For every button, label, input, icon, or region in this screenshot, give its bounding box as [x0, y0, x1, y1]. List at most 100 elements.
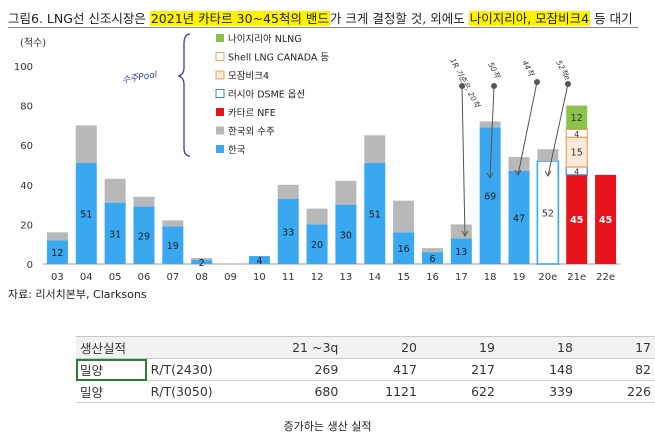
title-prefix: 그림6. LNG선 신조시장은 — [8, 11, 150, 26]
bar-segment — [104, 202, 126, 264]
bar-segment — [508, 170, 530, 264]
title-divider — [8, 27, 638, 28]
bar-data-label: 45 — [570, 215, 583, 226]
bar-segment — [421, 248, 443, 253]
x-tick-label: 13 — [340, 272, 353, 283]
table-cell: 82 — [576, 358, 655, 381]
bar-segment — [537, 149, 559, 162]
x-tick-label: 21e — [567, 272, 586, 283]
x-tick-label: 17 — [455, 272, 468, 283]
chart-bars — [46, 105, 617, 265]
annotation-note: 52척e — [554, 59, 572, 82]
bar-data-label: 4 — [256, 256, 262, 267]
legend-label: 한국외 수주 — [228, 126, 275, 138]
annotation-note: 1R 기준은, 20척 — [448, 57, 482, 110]
table-header-blank — [146, 336, 239, 359]
bar-segment — [75, 163, 97, 264]
table-cell: 339 — [498, 380, 577, 403]
bar-segment — [46, 232, 68, 241]
y-tick-label: 100 — [14, 62, 33, 73]
table-header-cell: 20 — [342, 336, 421, 359]
legend-label: 나이지리아 NLNG — [228, 34, 302, 45]
y-tick-label: 20 — [20, 220, 33, 231]
bar-segment — [248, 256, 270, 264]
bar-segment — [46, 240, 68, 264]
legend-label: 카타르 NFE — [228, 108, 276, 119]
x-tick-label: 08 — [195, 272, 208, 283]
title-suffix: 등 대기 — [590, 11, 633, 26]
annotation-arrowhead — [514, 169, 522, 176]
legend-label: Shell LNG CANADA 등 — [228, 53, 329, 64]
annotation-arrow — [489, 85, 495, 179]
bar-data-label: 12 — [571, 113, 583, 124]
bar-data-label: 4 — [574, 130, 579, 139]
bar-data-label: 30 — [340, 230, 352, 241]
table-row-unit: R/T(2430) — [146, 358, 239, 381]
annotation-arrowhead — [461, 230, 469, 237]
bar-data-label: 20 — [311, 240, 323, 251]
table-header-cell: 17 — [576, 336, 655, 359]
x-tick-label: 06 — [138, 272, 151, 283]
table-header-cell: 19 — [420, 336, 499, 359]
bar-segment — [191, 258, 213, 261]
bar-data-label: 52 — [542, 209, 554, 220]
legend-label: 한국 — [228, 145, 246, 156]
table-cell: 417 — [342, 358, 421, 381]
bar-data-label: 33 — [282, 227, 294, 238]
title-highlight-qatar: 2021년 카타르 30~45척의 밴드 — [149, 11, 330, 26]
table-row: 밀양 R/T(3050) 680 1121 622 339 226 — [76, 380, 655, 403]
table-row-label: 밀양 — [76, 358, 147, 381]
y-axis-label: (척수) — [20, 37, 46, 49]
table-cell: 622 — [420, 380, 499, 403]
bar-segment — [450, 224, 472, 239]
x-tick-label: 04 — [80, 272, 93, 283]
bar-segment — [566, 105, 588, 130]
bar-data-label: 16 — [398, 244, 410, 255]
table-header-cell: 21 ~3q — [238, 336, 343, 359]
legend-swatch — [216, 108, 224, 116]
bar-data-label: 31 — [109, 229, 121, 240]
bar-segment — [479, 121, 501, 128]
bar-data-label: 4 — [574, 167, 579, 176]
bar-data-label: 69 — [484, 192, 496, 203]
table-cell: 269 — [238, 358, 343, 381]
annotation-arrowhead — [544, 170, 552, 177]
legend-swatch — [216, 145, 224, 153]
y-tick-label: 80 — [20, 102, 33, 113]
bracket-note: 수주Pool — [121, 69, 158, 86]
bar-segment — [162, 220, 184, 227]
bar-segment — [306, 208, 328, 225]
x-tick-label: 19 — [513, 272, 526, 283]
legend-label: 러시아 DSME 옵션 — [228, 90, 305, 101]
legend-swatch — [216, 34, 224, 42]
bar-segment — [450, 238, 472, 264]
annotation-note: 50척 — [486, 61, 502, 81]
bar-segment — [277, 198, 299, 264]
annotation-arrowhead — [486, 172, 494, 179]
x-tick-label: 14 — [368, 272, 381, 283]
bar-segment — [364, 135, 386, 164]
table-header-row: 생산실적 21 ~3q 20 19 18 17 — [76, 336, 655, 359]
x-tick-label: 03 — [51, 272, 64, 283]
bar-segment — [306, 224, 328, 264]
legend-label: 모잠비크4 — [228, 71, 269, 82]
y-tick-label: 0 — [27, 260, 33, 271]
bar-data-label: 29 — [138, 231, 150, 242]
bar-data-label: 45 — [599, 215, 612, 226]
table-cell: 1121 — [342, 380, 421, 403]
x-tick-label: 09 — [224, 272, 237, 283]
x-tick-label: 11 — [282, 272, 295, 283]
y-tick-label: 60 — [20, 141, 33, 152]
table-cell: 148 — [498, 358, 577, 381]
bar-data-label: 15 — [571, 148, 583, 159]
bar-segment — [133, 206, 155, 264]
legend-bracket — [177, 33, 191, 157]
x-tick-label: 12 — [311, 272, 324, 283]
bar-segment — [393, 232, 415, 264]
bar-segment — [335, 204, 357, 264]
source-note: 자료: 리서치본부, Clarksons — [8, 288, 147, 301]
bar-data-label: 6 — [429, 254, 435, 265]
chart-data-labels: 12 51 31 29 19 2 4 33 20 30 51 16 6 13 69 47 52 45 4 15 4 12 4… — [51, 113, 612, 269]
x-tick-label: 15 — [397, 272, 410, 283]
bar-segment — [75, 125, 97, 164]
